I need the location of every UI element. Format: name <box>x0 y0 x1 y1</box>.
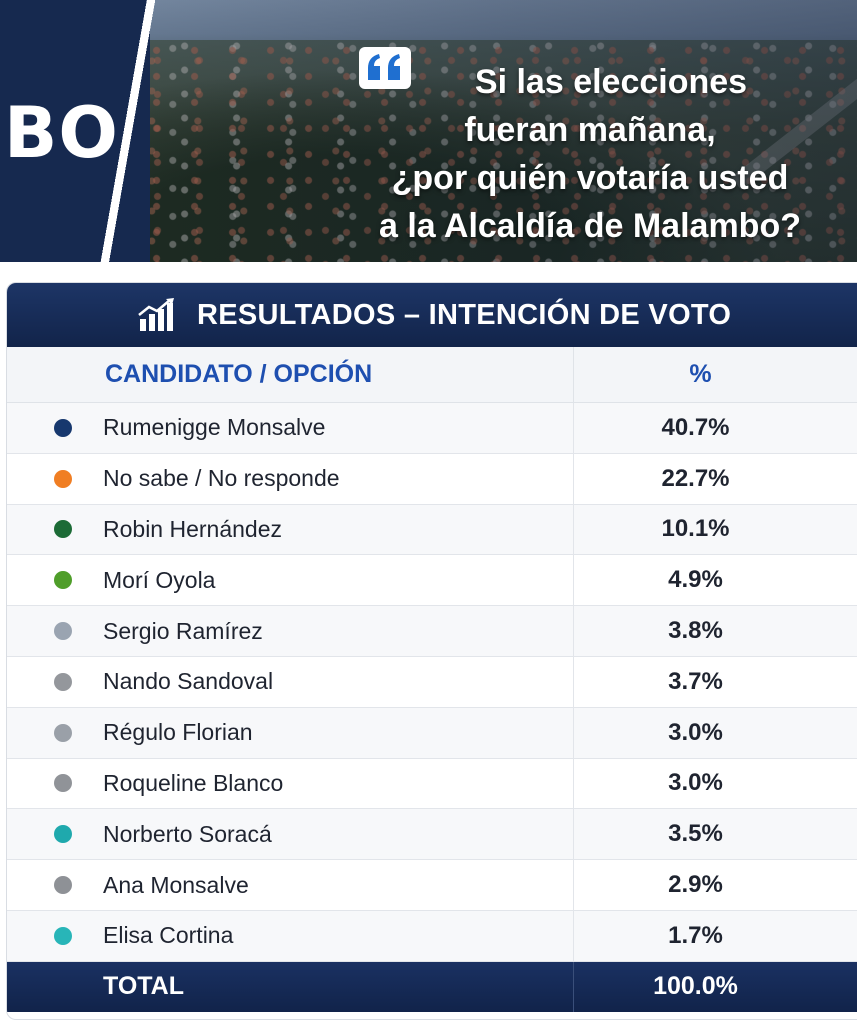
percent-value: 3.0% <box>668 718 723 746</box>
candidate-cell: Sergio Ramírez <box>7 606 574 656</box>
legend-dot-icon <box>54 926 72 945</box>
survey-question: Si las elecciones fueran mañana, ¿por qu… <box>330 58 850 250</box>
table-column-header: CANDIDATO / OPCIÓN % <box>7 347 857 403</box>
candidate-cell: Morí Oyola <box>7 555 574 606</box>
legend-dot-icon <box>54 825 72 844</box>
table-row: Ana Monsalve 2.9% <box>7 860 857 911</box>
candidate-cell: Elisa Cortina <box>7 910 574 961</box>
table-row: Sergio Ramírez 3.8% <box>7 606 857 657</box>
table-row: Nando Sandoval 3.7% <box>7 656 857 708</box>
table-row: Rumenigge Monsalve 40.7% <box>7 403 857 454</box>
candidate-name: Robin Hernández <box>103 515 283 542</box>
candidate-name: Norberto Soracá <box>103 820 272 847</box>
candidate-cell: Robin Hernández <box>7 504 574 555</box>
table-row: No sabe / No responde 22.7% <box>7 453 857 505</box>
table-row: Morí Oyola 4.9% <box>7 555 857 607</box>
legend-dot-icon <box>54 469 72 488</box>
candidate-name: Nando Sandoval <box>103 668 274 695</box>
question-line: fueran mañana, <box>464 111 716 149</box>
percent-value: 4.9% <box>668 566 723 594</box>
header-banner: BO Si las elecciones fueran mañana, ¿por… <box>0 0 857 262</box>
percent-value: 22.7% <box>661 464 730 492</box>
candidate-name: Rumenigge Monsalve <box>103 414 326 441</box>
table-body: Rumenigge Monsalve 40.7% No sabe / No resp… <box>7 403 857 962</box>
candidate-name: No sabe / No responde <box>103 465 340 492</box>
city-name-fragment: BO <box>4 92 119 174</box>
legend-dot-icon <box>54 418 72 437</box>
total-value: 100.0% <box>653 972 738 1001</box>
candidate-cell: Ana Monsalve <box>7 860 574 910</box>
total-label: TOTAL <box>7 961 574 1012</box>
candidate-cell: No sabe / No responde <box>7 453 574 504</box>
candidate-cell: Norberto Soracá <box>7 809 574 860</box>
column-header-candidate: CANDIDATO / OPCIÓN <box>7 347 574 402</box>
legend-dot-icon <box>54 622 72 641</box>
percent-value: 1.7% <box>668 921 723 949</box>
candidate-name: Elisa Cortina <box>103 922 234 949</box>
candidate-cell: Régulo Florian <box>7 707 574 758</box>
percent-value: 10.1% <box>661 515 730 543</box>
percent-value: 3.5% <box>668 820 723 848</box>
table-row: Roqueline Blanco 3.0% <box>7 758 857 810</box>
legend-dot-icon <box>54 774 72 793</box>
question-line: ¿por quién votaría usted <box>391 159 789 197</box>
legend-dot-icon <box>54 571 72 590</box>
total-row: TOTAL 100.0% <box>7 961 857 1012</box>
percent-value: 40.7% <box>661 413 730 441</box>
results-table: RESULTADOS – INTENCIÓN DE VOTO CANDIDATO… <box>6 282 857 1020</box>
table-row: Régulo Florian 3.0% <box>7 707 857 759</box>
legend-dot-icon <box>54 672 72 691</box>
candidate-name: Roqueline Blanco <box>103 769 284 796</box>
percent-value: 3.8% <box>668 617 723 645</box>
legend-dot-icon <box>54 723 72 742</box>
table-row: Elisa Cortina 1.7% <box>7 910 857 962</box>
candidate-name: Ana Monsalve <box>103 871 249 898</box>
percent-value: 2.9% <box>668 871 723 899</box>
bar-chart-icon <box>138 298 174 331</box>
table-title-bar: RESULTADOS – INTENCIÓN DE VOTO <box>7 283 857 347</box>
percent-value: 3.7% <box>668 667 723 695</box>
question-line: Si las elecciones <box>474 63 748 101</box>
quote-icon <box>359 47 411 89</box>
legend-dot-icon <box>54 876 72 895</box>
candidate-name: Morí Oyola <box>103 566 216 593</box>
candidate-cell: Roqueline Blanco <box>7 758 574 809</box>
candidate-name: Sergio Ramírez <box>103 617 263 644</box>
table-row: Norberto Soracá 3.5% <box>7 809 857 861</box>
question-line: a la Alcaldía de Malambo? <box>379 207 801 245</box>
table-title: RESULTADOS – INTENCIÓN DE VOTO <box>197 298 732 331</box>
column-header-percent: % <box>689 360 712 388</box>
legend-dot-icon <box>54 520 72 539</box>
candidate-name: Régulo Florian <box>103 719 253 746</box>
candidate-cell: Rumenigge Monsalve <box>7 403 574 453</box>
percent-value: 3.0% <box>668 769 723 797</box>
table-row: Robin Hernández 10.1% <box>7 504 857 556</box>
candidate-cell: Nando Sandoval <box>7 656 574 707</box>
